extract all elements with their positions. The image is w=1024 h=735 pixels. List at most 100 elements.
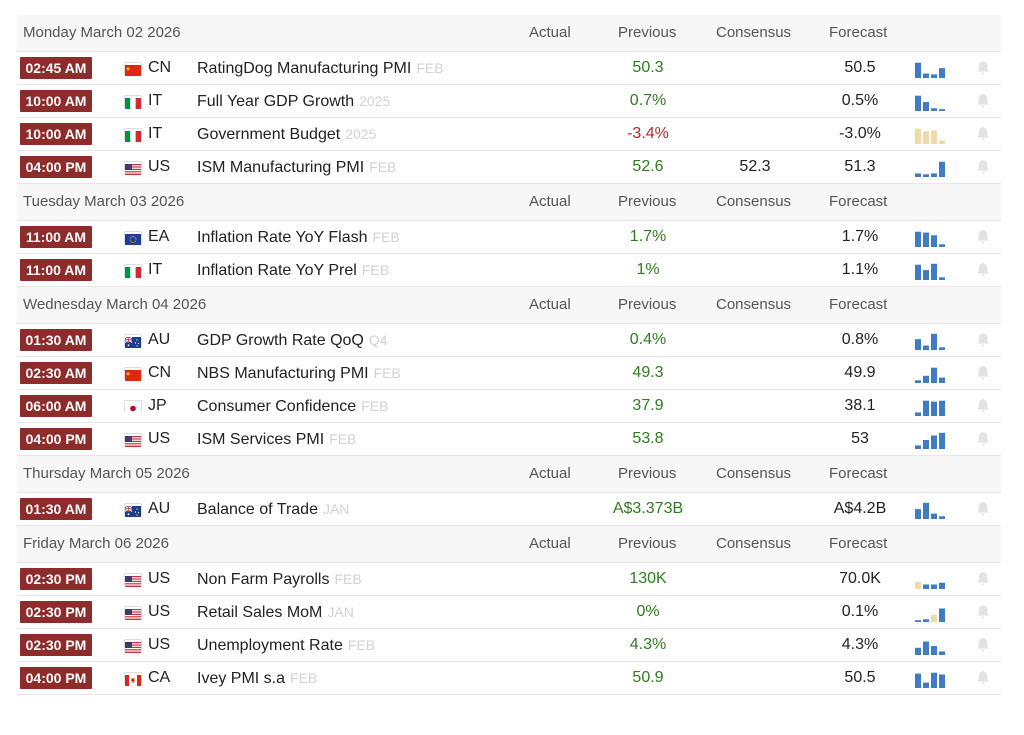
country-code: JP bbox=[148, 397, 167, 414]
forecast-value: 0.5% bbox=[841, 92, 879, 109]
bell-alert-icon[interactable] bbox=[975, 331, 991, 349]
event-row[interactable]: 04:00 PM CA Ivey PMI s.a FEB 50.9 50.5 bbox=[17, 662, 1001, 695]
event-reference-period: FEB bbox=[373, 365, 401, 381]
event-name-link[interactable]: ISM Services PMI FEB bbox=[197, 423, 356, 456]
country-code: US bbox=[148, 430, 171, 447]
event-row[interactable]: 11:00 AM IT Inflation Rate YoY Prel FEB 1% 1.… bbox=[17, 254, 1001, 287]
event-name-link[interactable]: RatingDog Manufacturing PMI FEB bbox=[197, 52, 444, 85]
column-header-consensus: Consensus bbox=[716, 296, 792, 313]
spark-bar bbox=[939, 582, 945, 589]
event-row[interactable]: 02:30 PM US Unemployment Rate FEB 4.3% 4.3% bbox=[17, 629, 1001, 662]
sparkline-chart-icon[interactable] bbox=[915, 330, 947, 350]
bell-alert-icon[interactable] bbox=[975, 669, 991, 687]
previous-value: 0.7% bbox=[629, 92, 667, 109]
sparkline-chart-icon[interactable] bbox=[915, 58, 947, 78]
event-name-link[interactable]: Balance of Trade JAN bbox=[197, 493, 349, 526]
event-name-link[interactable]: Non Farm Payrolls FEB bbox=[197, 563, 362, 596]
event-row[interactable]: 02:45 AM CN RatingDog Manufacturing PMI FEB… bbox=[17, 52, 1001, 85]
bell-alert-icon[interactable] bbox=[975, 92, 991, 110]
sparkline-chart-icon[interactable] bbox=[915, 635, 947, 655]
spark-bar bbox=[923, 375, 929, 383]
event-name-link[interactable]: Full Year GDP Growth 2025 bbox=[197, 85, 390, 118]
event-row[interactable]: 10:00 AM IT Government Budget 2025 -3.4% -3.0… bbox=[17, 118, 1001, 151]
previous-value: 1.7% bbox=[629, 228, 667, 245]
spark-bar bbox=[915, 445, 921, 449]
forecast-value: 0.1% bbox=[841, 603, 879, 620]
forecast-value: 50.5 bbox=[844, 669, 876, 686]
bell-alert-icon[interactable] bbox=[975, 261, 991, 279]
event-name: Inflation Rate YoY Prel bbox=[197, 262, 357, 279]
event-name-link[interactable]: Ivey PMI s.a FEB bbox=[197, 662, 317, 695]
sparkline-chart-icon[interactable] bbox=[915, 157, 947, 177]
bell-alert-icon[interactable] bbox=[975, 228, 991, 246]
spark-bar bbox=[939, 68, 945, 78]
spark-bar bbox=[915, 647, 921, 655]
event-name-link[interactable]: Inflation Rate YoY Flash FEB bbox=[197, 221, 400, 254]
previous-value: 1% bbox=[636, 261, 660, 278]
event-name-link[interactable]: Inflation Rate YoY Prel FEB bbox=[197, 254, 389, 287]
previous-value: 37.9 bbox=[632, 397, 664, 414]
sparkline-chart-icon[interactable] bbox=[915, 363, 947, 383]
forecast-value: 49.9 bbox=[844, 364, 876, 381]
event-row[interactable]: 04:00 PM US ISM Manufacturing PMI FEB 52.6 52… bbox=[17, 151, 1001, 184]
spark-bar bbox=[939, 377, 945, 383]
event-row[interactable]: 04:00 PM US ISM Services PMI FEB 53.8 53 bbox=[17, 423, 1001, 456]
sparkline-chart-icon[interactable] bbox=[915, 602, 947, 622]
event-time-badge: 04:00 PM bbox=[20, 667, 92, 689]
sparkline-chart-icon[interactable] bbox=[915, 260, 947, 280]
event-row[interactable]: 11:00 AM EA Inflation Rate YoY Flash FEB 1.7… bbox=[17, 221, 1001, 254]
spark-bar bbox=[923, 345, 929, 350]
spark-bar bbox=[923, 502, 929, 519]
event-row[interactable]: 02:30 PM US Non Farm Payrolls FEB 130K 70.0K bbox=[17, 563, 1001, 596]
previous-value: 0% bbox=[636, 603, 660, 620]
bell-alert-icon[interactable] bbox=[975, 430, 991, 448]
event-row[interactable]: 10:00 AM IT Full Year GDP Growth 2025 0.7% 0.… bbox=[17, 85, 1001, 118]
event-reference-period: FEB bbox=[369, 159, 397, 175]
event-name-link[interactable]: Government Budget 2025 bbox=[197, 118, 376, 151]
column-header-previous: Previous bbox=[618, 193, 677, 210]
sparkline-chart-icon[interactable] bbox=[915, 429, 947, 449]
event-name-link[interactable]: ISM Manufacturing PMI FEB bbox=[197, 151, 396, 184]
event-row[interactable]: 02:30 AM CN NBS Manufacturing PMI FEB 49.3 49… bbox=[17, 357, 1001, 390]
bell-alert-icon[interactable] bbox=[975, 636, 991, 654]
forecast-value: 1.7% bbox=[841, 228, 879, 245]
column-header-consensus: Consensus bbox=[716, 24, 792, 41]
event-row[interactable]: 02:30 PM US Retail Sales MoM JAN 0% 0.1% bbox=[17, 596, 1001, 629]
sparkline-chart-icon[interactable] bbox=[915, 396, 947, 416]
event-name-link[interactable]: Unemployment Rate FEB bbox=[197, 629, 375, 662]
spark-bar bbox=[931, 108, 937, 111]
spark-bar bbox=[923, 641, 929, 655]
spark-bar bbox=[931, 74, 937, 78]
event-row[interactable]: 06:00 AM JP Consumer Confidence FEB 37.9 38.1 bbox=[17, 390, 1001, 423]
event-name: RatingDog Manufacturing PMI bbox=[197, 60, 412, 77]
bell-alert-icon[interactable] bbox=[975, 397, 991, 415]
bell-alert-icon[interactable] bbox=[975, 500, 991, 518]
sparkline-chart-icon[interactable] bbox=[915, 124, 947, 144]
event-row[interactable]: 01:30 AM AU Balance of Trade JAN A$3.373B A$4… bbox=[17, 493, 1001, 526]
bell-alert-icon[interactable] bbox=[975, 570, 991, 588]
bell-alert-icon[interactable] bbox=[975, 364, 991, 382]
bell-alert-icon[interactable] bbox=[975, 59, 991, 77]
day-date: Wednesday March 04 2026 bbox=[23, 296, 207, 313]
forecast-value: 38.1 bbox=[844, 397, 876, 414]
event-name-link[interactable]: GDP Growth Rate QoQ Q4 bbox=[197, 324, 388, 357]
spark-bar bbox=[931, 584, 937, 589]
sparkline-chart-icon[interactable] bbox=[915, 227, 947, 247]
bell-alert-icon[interactable] bbox=[975, 125, 991, 143]
sparkline-chart-icon[interactable] bbox=[915, 499, 947, 519]
event-row[interactable]: 01:30 AM AU GDP Growth Rate QoQ Q4 0.4% 0.8% bbox=[17, 324, 1001, 357]
sparkline-chart-icon[interactable] bbox=[915, 91, 947, 111]
bell-alert-icon[interactable] bbox=[975, 603, 991, 621]
event-name-link[interactable]: Consumer Confidence FEB bbox=[197, 390, 388, 423]
sparkline-chart-icon[interactable] bbox=[915, 569, 947, 589]
spark-bar bbox=[939, 161, 945, 177]
event-name: Government Budget bbox=[197, 126, 341, 143]
event-name-link[interactable]: Retail Sales MoM JAN bbox=[197, 596, 354, 629]
sparkline-chart-icon[interactable] bbox=[915, 668, 947, 688]
event-name-link[interactable]: NBS Manufacturing PMI FEB bbox=[197, 357, 401, 390]
event-reference-period: FEB bbox=[361, 262, 390, 278]
bell-alert-icon[interactable] bbox=[975, 158, 991, 176]
column-header-forecast: Forecast bbox=[829, 24, 888, 41]
column-header-forecast: Forecast bbox=[829, 465, 888, 482]
column-header-actual: Actual bbox=[529, 193, 571, 210]
